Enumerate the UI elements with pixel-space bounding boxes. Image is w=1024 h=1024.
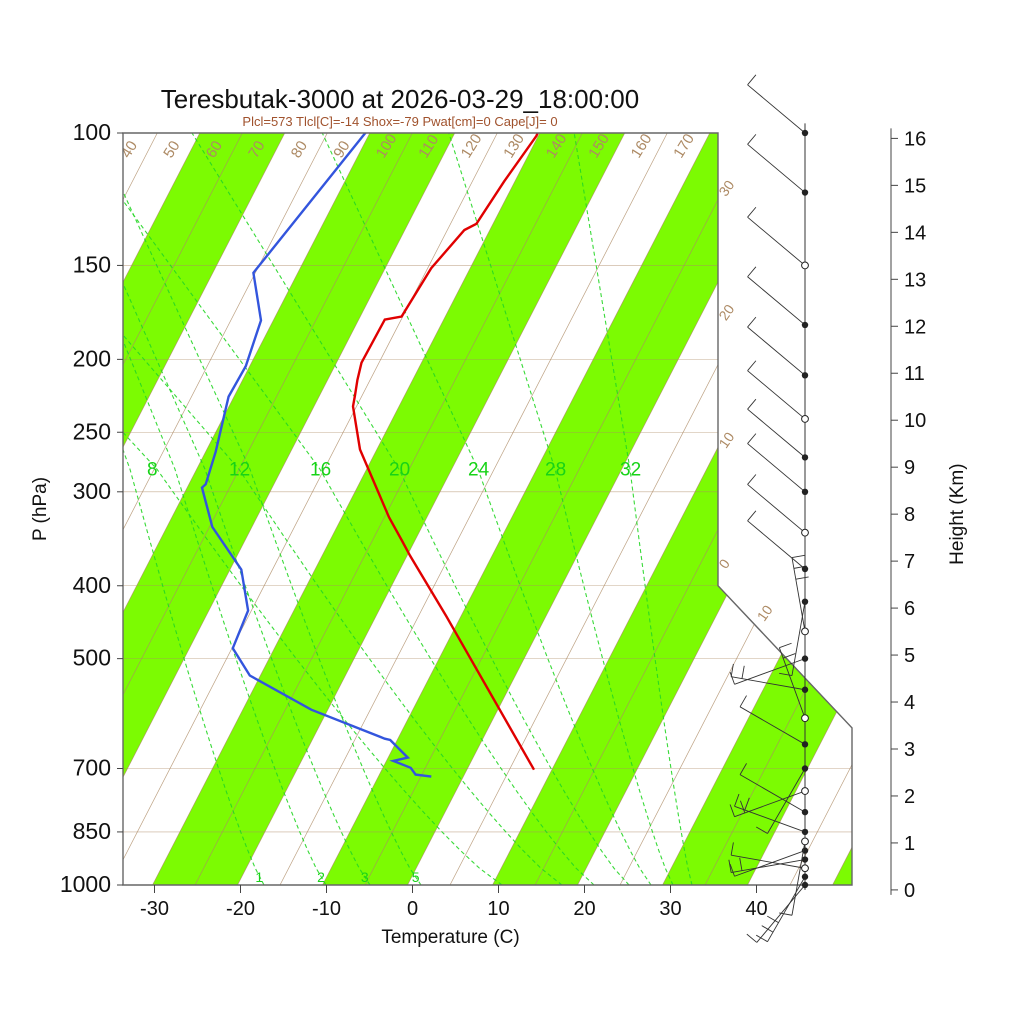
svg-text:32: 32 bbox=[620, 459, 641, 480]
svg-text:Temperature (C): Temperature (C) bbox=[381, 927, 519, 948]
svg-text:850: 850 bbox=[73, 818, 111, 844]
svg-text:10: 10 bbox=[904, 410, 926, 432]
svg-text:28: 28 bbox=[545, 459, 566, 480]
svg-text:20: 20 bbox=[389, 459, 410, 480]
svg-text:10: 10 bbox=[487, 898, 509, 920]
svg-text:20: 20 bbox=[573, 898, 595, 920]
svg-text:13: 13 bbox=[904, 269, 926, 291]
svg-text:-20: -20 bbox=[226, 898, 255, 920]
svg-text:Height (Km): Height (Km) bbox=[947, 463, 968, 564]
svg-text:200: 200 bbox=[73, 345, 111, 371]
svg-text:15: 15 bbox=[904, 175, 926, 197]
svg-text:700: 700 bbox=[73, 755, 111, 781]
svg-text:6: 6 bbox=[904, 598, 915, 620]
svg-text:3: 3 bbox=[904, 739, 915, 761]
svg-text:24: 24 bbox=[468, 459, 490, 480]
svg-text:12: 12 bbox=[904, 316, 926, 338]
svg-text:30: 30 bbox=[659, 898, 681, 920]
svg-text:-10: -10 bbox=[312, 898, 341, 920]
svg-text:150: 150 bbox=[73, 251, 111, 277]
svg-text:7: 7 bbox=[904, 551, 915, 573]
svg-text:Teresbutak-3000 at 2026-03-29_: Teresbutak-3000 at 2026-03-29_18:00:00 bbox=[161, 84, 639, 114]
svg-text:0: 0 bbox=[904, 880, 915, 902]
svg-text:4: 4 bbox=[904, 692, 915, 714]
svg-text:-30: -30 bbox=[140, 898, 169, 920]
svg-text:100: 100 bbox=[73, 119, 111, 145]
svg-text:3: 3 bbox=[361, 869, 369, 885]
svg-text:500: 500 bbox=[73, 645, 111, 671]
svg-text:16: 16 bbox=[904, 128, 926, 150]
svg-text:16: 16 bbox=[310, 459, 331, 480]
svg-text:40: 40 bbox=[745, 898, 767, 920]
svg-text:Plcl=573 Tlcl[C]=-14 Shox=-79: Plcl=573 Tlcl[C]=-14 Shox=-79 Pwat[cm]=0… bbox=[242, 114, 557, 129]
svg-text:300: 300 bbox=[73, 478, 111, 504]
svg-text:11: 11 bbox=[904, 363, 925, 385]
svg-text:1: 1 bbox=[255, 869, 263, 885]
svg-text:2: 2 bbox=[317, 869, 325, 885]
svg-text:2: 2 bbox=[904, 786, 915, 808]
svg-text:5: 5 bbox=[412, 869, 420, 885]
svg-text:14: 14 bbox=[904, 222, 926, 244]
svg-text:250: 250 bbox=[73, 418, 111, 444]
svg-text:1: 1 bbox=[904, 833, 915, 855]
svg-text:8: 8 bbox=[904, 504, 915, 526]
svg-text:400: 400 bbox=[73, 572, 111, 598]
svg-text:1000: 1000 bbox=[60, 871, 111, 897]
svg-text:12: 12 bbox=[229, 459, 250, 480]
svg-text:0: 0 bbox=[407, 898, 418, 920]
svg-text:8: 8 bbox=[147, 459, 158, 480]
svg-text:P (hPa): P (hPa) bbox=[30, 477, 51, 541]
svg-text:9: 9 bbox=[904, 457, 915, 479]
svg-text:5: 5 bbox=[904, 645, 915, 667]
